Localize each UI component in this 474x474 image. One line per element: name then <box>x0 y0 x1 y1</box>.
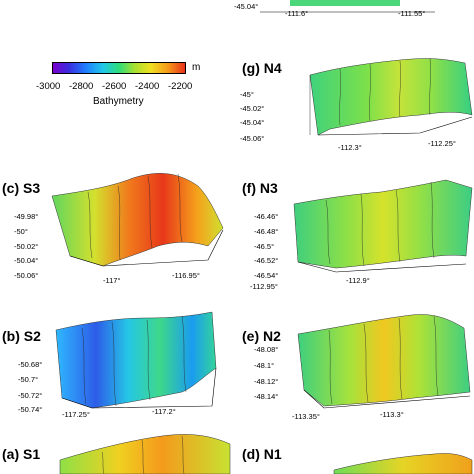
panel-d-label: (d) N1 <box>242 446 282 462</box>
panel-e-label: (e) N2 <box>242 328 281 344</box>
panel-b-x-tick: -117.2° <box>152 407 176 416</box>
panel-e-surface <box>297 314 471 409</box>
panel-f-y-tick: -46.52° <box>254 256 279 265</box>
colorbar-title: Bathymetry <box>93 96 144 107</box>
panel-f-surface <box>293 179 473 273</box>
panel-b-y-tick: -50.74° <box>18 405 43 414</box>
panel-f-label: (f) N3 <box>242 180 278 196</box>
panel-g-label: (g) N4 <box>242 60 282 76</box>
panel-b-label: (b) S2 <box>2 328 41 344</box>
panel-g-y-tick: -45.06° <box>240 134 265 143</box>
panel-h-x-tick: -111.55° <box>398 9 426 18</box>
panel-c-surface <box>51 173 224 267</box>
panel-g-y-tick: -45° <box>240 90 254 99</box>
panel-a-label: (a) S1 <box>2 446 41 462</box>
panel-h-x-tick: -111.6° <box>285 9 309 18</box>
panel-f-x-tick: -112.9° <box>346 276 370 285</box>
panel-b-y-tick: -50.72° <box>18 391 43 400</box>
panel-f-y-tick: -46.46° <box>254 212 279 221</box>
panel-e-x-tick: -113.35° <box>292 412 320 421</box>
colorbar-unit: m <box>192 62 201 73</box>
colorbar-tick: -2200 <box>168 81 193 92</box>
panel-h-y-tick: -45.04° <box>234 2 259 11</box>
panel-e-y-tick: -48.1° <box>254 361 275 370</box>
panel-d-surface <box>333 453 473 474</box>
panel-a-surface <box>59 434 231 474</box>
panel-c-x-tick: -117° <box>103 276 121 285</box>
panel-g-y-tick: -45.04° <box>240 118 265 127</box>
colorbar-tick: -3000 <box>36 81 61 92</box>
panel-c-x-tick: -116.95° <box>172 271 200 280</box>
panel-e-y-tick: -48.08° <box>254 345 279 354</box>
panel-b-y-tick: -50.7° <box>18 375 39 384</box>
panel-c-y-tick: -50.02° <box>14 242 39 251</box>
panel-c-y-tick: -50.04° <box>14 256 39 265</box>
panel-f-y-tick: -46.5° <box>254 242 275 251</box>
panel-g-x-tick: -112.25° <box>428 139 456 148</box>
colorbar-tick: -2400 <box>135 81 160 92</box>
panel-h-surface <box>260 0 435 13</box>
panel-b-y-tick: -50.68° <box>18 360 43 369</box>
panel-f-y-tick: -46.54° <box>254 271 279 280</box>
panel-e-x-tick: -113.3° <box>380 410 404 419</box>
panel-f-y-tick: -46.48° <box>254 227 279 236</box>
colorbar-tick: -2600 <box>102 81 127 92</box>
panel-b-x-tick: -117.25° <box>62 410 90 419</box>
panel-g-surface <box>309 57 473 136</box>
colorbar-tick: -2800 <box>69 81 94 92</box>
panel-e-y-tick: -48.14° <box>254 392 279 401</box>
panel-c-y-tick: -50° <box>14 227 28 236</box>
panel-c-label: (c) S3 <box>2 180 41 196</box>
panel-c-y-tick: -50.06° <box>14 271 39 280</box>
panel-g-x-tick: -112.3° <box>338 143 362 152</box>
panel-e-y-tick: -48.12° <box>254 377 279 386</box>
panel-g-y-tick: -45.02° <box>240 104 265 113</box>
panel-f-x-tick: -112.95° <box>250 282 278 291</box>
bathymetry-colorbar <box>52 62 186 74</box>
panel-c-y-tick: -49.98° <box>14 212 39 221</box>
panel-b-surface <box>55 311 217 409</box>
